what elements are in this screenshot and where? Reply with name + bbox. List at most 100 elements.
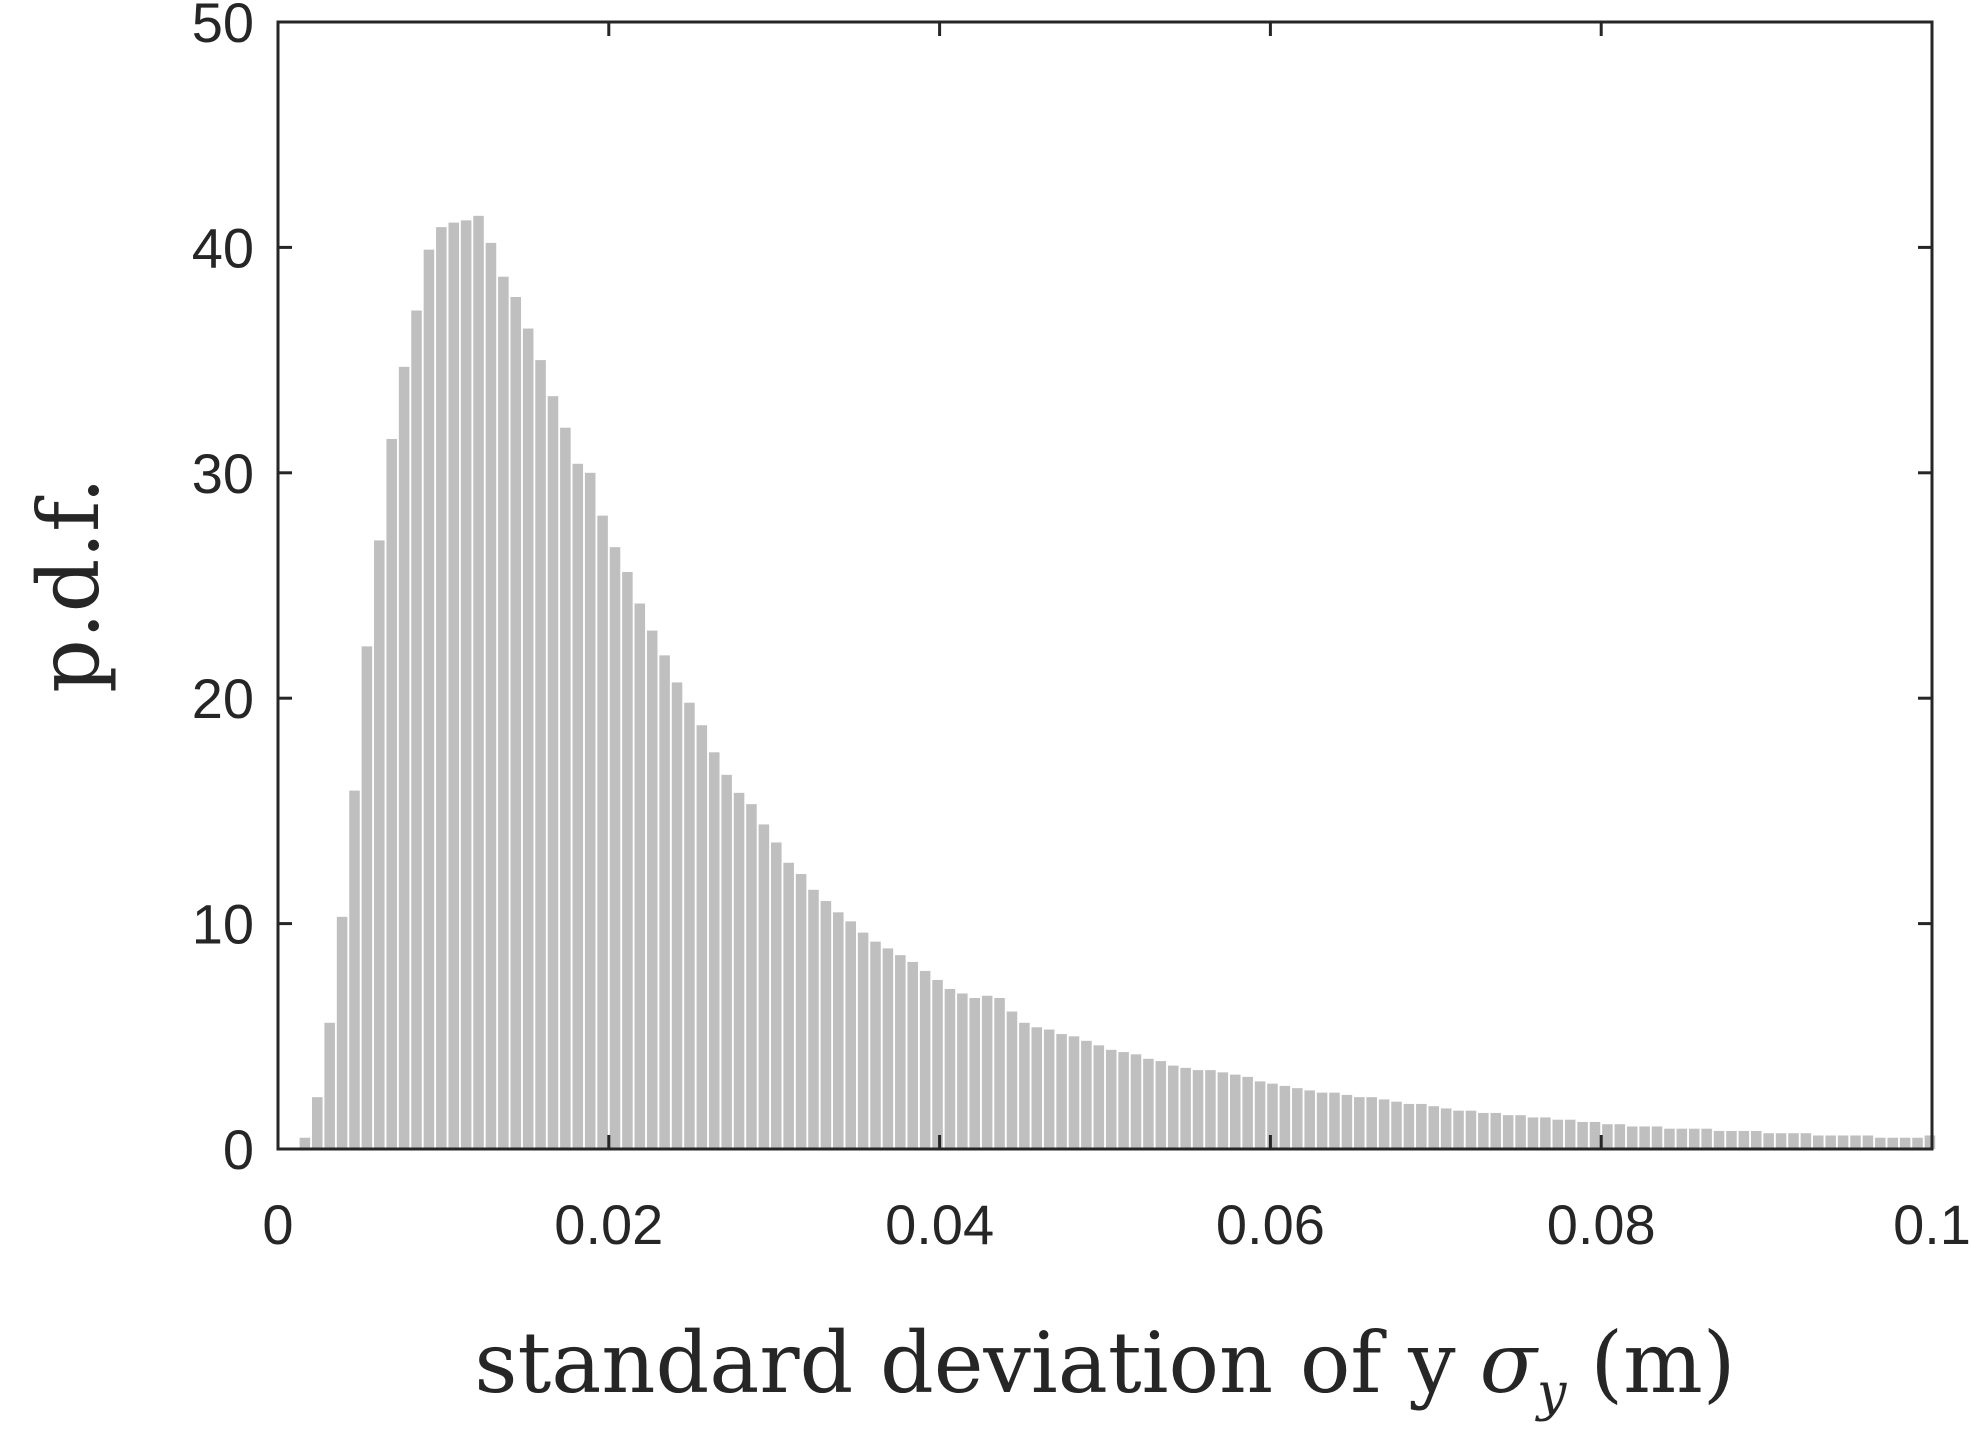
histogram-bar (1229, 1074, 1241, 1149)
x-tick-label: 0.02 (554, 1193, 663, 1256)
histogram-bar (1453, 1110, 1464, 1149)
histogram-bar (1354, 1097, 1365, 1149)
histogram-bar (857, 932, 869, 1149)
histogram-bar (1416, 1103, 1427, 1149)
histogram-bar (1639, 1126, 1650, 1149)
histogram-bar (1341, 1094, 1353, 1149)
histogram-bar (981, 995, 993, 1149)
histogram-bar (584, 472, 596, 1149)
y-tick-label: 30 (192, 442, 254, 505)
histogram-bar (721, 774, 732, 1149)
histogram-bar (1056, 1034, 1067, 1149)
histogram-bar (1043, 1029, 1055, 1149)
y-tick-label: 40 (192, 216, 254, 279)
histogram-bar (436, 227, 447, 1150)
histogram-bar (671, 682, 683, 1149)
histogram-bar (1664, 1128, 1675, 1149)
histogram-bar (1292, 1088, 1303, 1149)
histogram-bar (1068, 1036, 1080, 1149)
histogram-bar (1130, 1054, 1142, 1149)
histogram-bar (1763, 1133, 1774, 1149)
y-axis-title: p.d.f. (20, 477, 118, 693)
histogram-bar (535, 360, 546, 1150)
histogram-bar (1093, 1045, 1105, 1149)
histogram-bar (1329, 1092, 1340, 1149)
histogram-bar (1081, 1040, 1092, 1149)
histogram-bar (1217, 1072, 1229, 1149)
histogram-bar (1602, 1124, 1613, 1149)
x-axis-subscript: y (1535, 1363, 1567, 1423)
histogram-bar (1192, 1070, 1204, 1149)
histogram-bar (547, 396, 559, 1149)
histogram-bar (646, 630, 658, 1149)
histogram-bar (1825, 1135, 1836, 1149)
histogram-bar (1577, 1121, 1588, 1149)
histogram-bar (1440, 1108, 1452, 1149)
histogram-bar (312, 1097, 323, 1149)
histogram-bar (708, 752, 720, 1149)
histogram-bar (1775, 1133, 1787, 1149)
histogram-bar (1850, 1135, 1861, 1149)
histogram-bar (746, 804, 757, 1149)
histogram-bar (1688, 1128, 1700, 1149)
histogram-bar (882, 948, 894, 1149)
histogram-bar (1924, 1135, 1936, 1149)
histogram-bar (485, 242, 497, 1149)
plot-frame (276, 20, 1934, 1151)
histogram-bar (895, 955, 906, 1149)
histogram-bar (1316, 1092, 1328, 1149)
histogram-bar (498, 276, 509, 1149)
histogram-bar (473, 215, 484, 1150)
histogram-bar (820, 901, 832, 1149)
histogram-bar (1006, 1011, 1018, 1149)
histogram-bar (1205, 1070, 1216, 1149)
x-tick-label: 0 (262, 1193, 293, 1256)
histogram-bar (808, 889, 819, 1149)
histogram-bar (1180, 1067, 1191, 1149)
histogram-bar (795, 874, 807, 1149)
histogram-bar (1428, 1106, 1439, 1149)
histogram-bar (460, 220, 472, 1150)
histogram-bar (1242, 1076, 1253, 1149)
histogram-bar (771, 842, 782, 1149)
histogram-bar (1267, 1083, 1278, 1149)
histogram-bar (1701, 1128, 1712, 1149)
histogram-bar (969, 997, 981, 1149)
histogram-bar (1800, 1133, 1812, 1149)
y-tick-label: 10 (192, 893, 254, 956)
y-tick-label: 20 (192, 667, 254, 730)
x-tick-label: 0.1 (1893, 1193, 1971, 1256)
histogram-bar (659, 655, 670, 1149)
histogram-bar (957, 993, 968, 1149)
histogram-bar (1378, 1099, 1390, 1149)
histogram-bar (1875, 1137, 1886, 1149)
histogram-bar (944, 988, 956, 1149)
x-axis-unit: (m) (1590, 1314, 1735, 1412)
histogram-bar (609, 547, 621, 1149)
histogram-bar (1564, 1119, 1576, 1149)
histogram-bar (758, 824, 770, 1149)
histogram-bar (1515, 1115, 1526, 1149)
histogram-bar (1738, 1130, 1750, 1149)
histogram-bar (1837, 1135, 1849, 1149)
histogram-bar (907, 961, 918, 1149)
histogram-bar (1403, 1103, 1415, 1149)
y-tick-label: 50 (192, 0, 254, 54)
y-tick-label: 0 (223, 1118, 254, 1181)
histogram-bar (1813, 1135, 1824, 1149)
histogram-bar (522, 328, 534, 1149)
histogram-bar (572, 463, 584, 1149)
histogram-bar (1366, 1097, 1377, 1149)
histogram-bar (1254, 1081, 1266, 1149)
histogram-bar (560, 427, 571, 1150)
x-tick-labels: 0 0.02 0.04 0.06 0.08 0.1 (262, 1193, 1971, 1256)
histogram-bar (696, 725, 708, 1149)
histogram-bar (1614, 1124, 1626, 1149)
histogram-bar (1478, 1112, 1489, 1149)
histogram-bar (423, 249, 435, 1149)
histogram-bar (1118, 1052, 1129, 1149)
histogram-bar (1155, 1061, 1167, 1149)
histogram-bars (299, 215, 1936, 1150)
histogram-bar (1527, 1117, 1539, 1149)
